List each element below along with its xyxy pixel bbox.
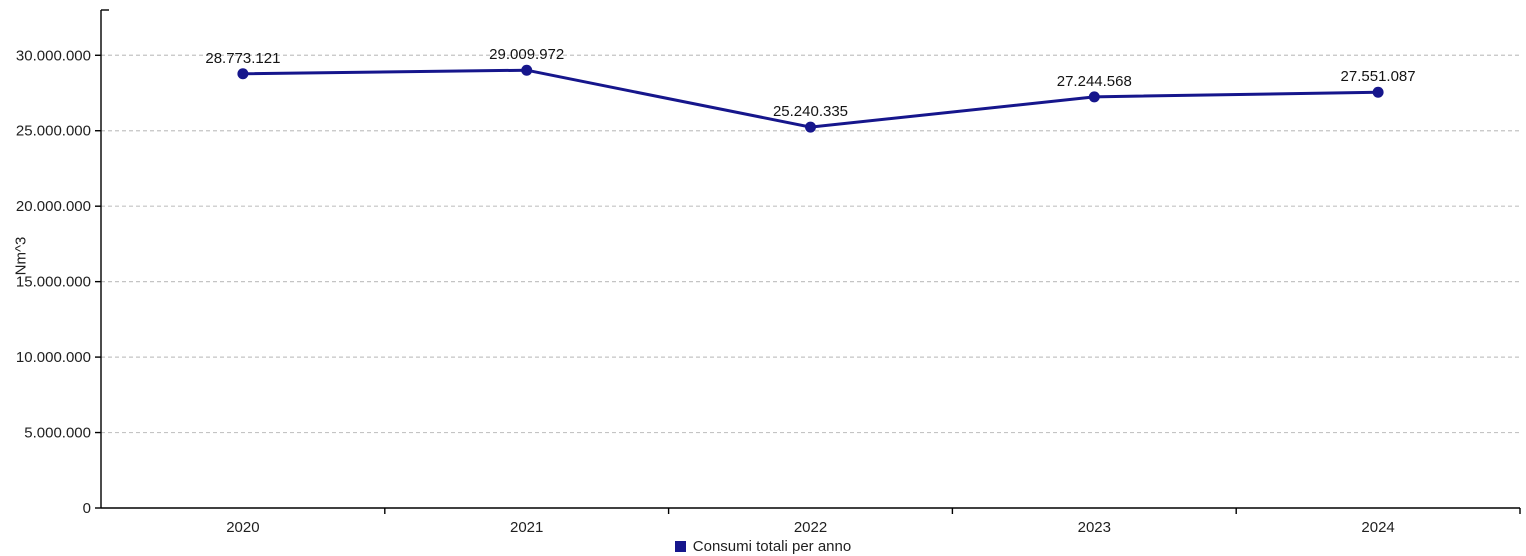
- data-point-label: 29.009.972: [489, 46, 564, 63]
- data-point-label: 28.773.121: [205, 50, 280, 67]
- x-tick-label: 2024: [1361, 519, 1394, 536]
- data-point[interactable]: [1088, 91, 1100, 103]
- x-tick-label: 2021: [510, 519, 543, 536]
- y-axis-title: Nm^3: [12, 236, 30, 276]
- data-point[interactable]: [805, 121, 816, 133]
- data-point[interactable]: [237, 68, 249, 80]
- y-tick-label: 15.000.000: [16, 274, 91, 291]
- y-tick-label: 0: [83, 500, 91, 517]
- data-point-label: 27.244.568: [1057, 73, 1132, 90]
- legend-swatch-icon: [674, 541, 686, 552]
- x-tick-label: 2023: [1078, 519, 1111, 536]
- legend-label: Consumi totali per anno: [692, 538, 852, 555]
- y-tick-label: 10.000.000: [16, 349, 91, 366]
- x-tick-label: 2022: [794, 519, 827, 536]
- data-point[interactable]: [1372, 86, 1384, 98]
- y-tick-label: 20.000.000: [16, 198, 91, 215]
- legend[interactable]: Consumi totali per anno: [0, 538, 1526, 555]
- x-tick-label: 2020: [226, 519, 259, 536]
- data-point-label: 27.551.087: [1341, 68, 1416, 85]
- data-point-label: 25.240.335: [773, 103, 848, 120]
- data-point[interactable]: [521, 64, 533, 76]
- y-tick-label: 25.000.000: [16, 123, 91, 140]
- y-tick-label: 30.000.000: [16, 47, 91, 64]
- y-tick-label: 5.000.000: [24, 425, 91, 442]
